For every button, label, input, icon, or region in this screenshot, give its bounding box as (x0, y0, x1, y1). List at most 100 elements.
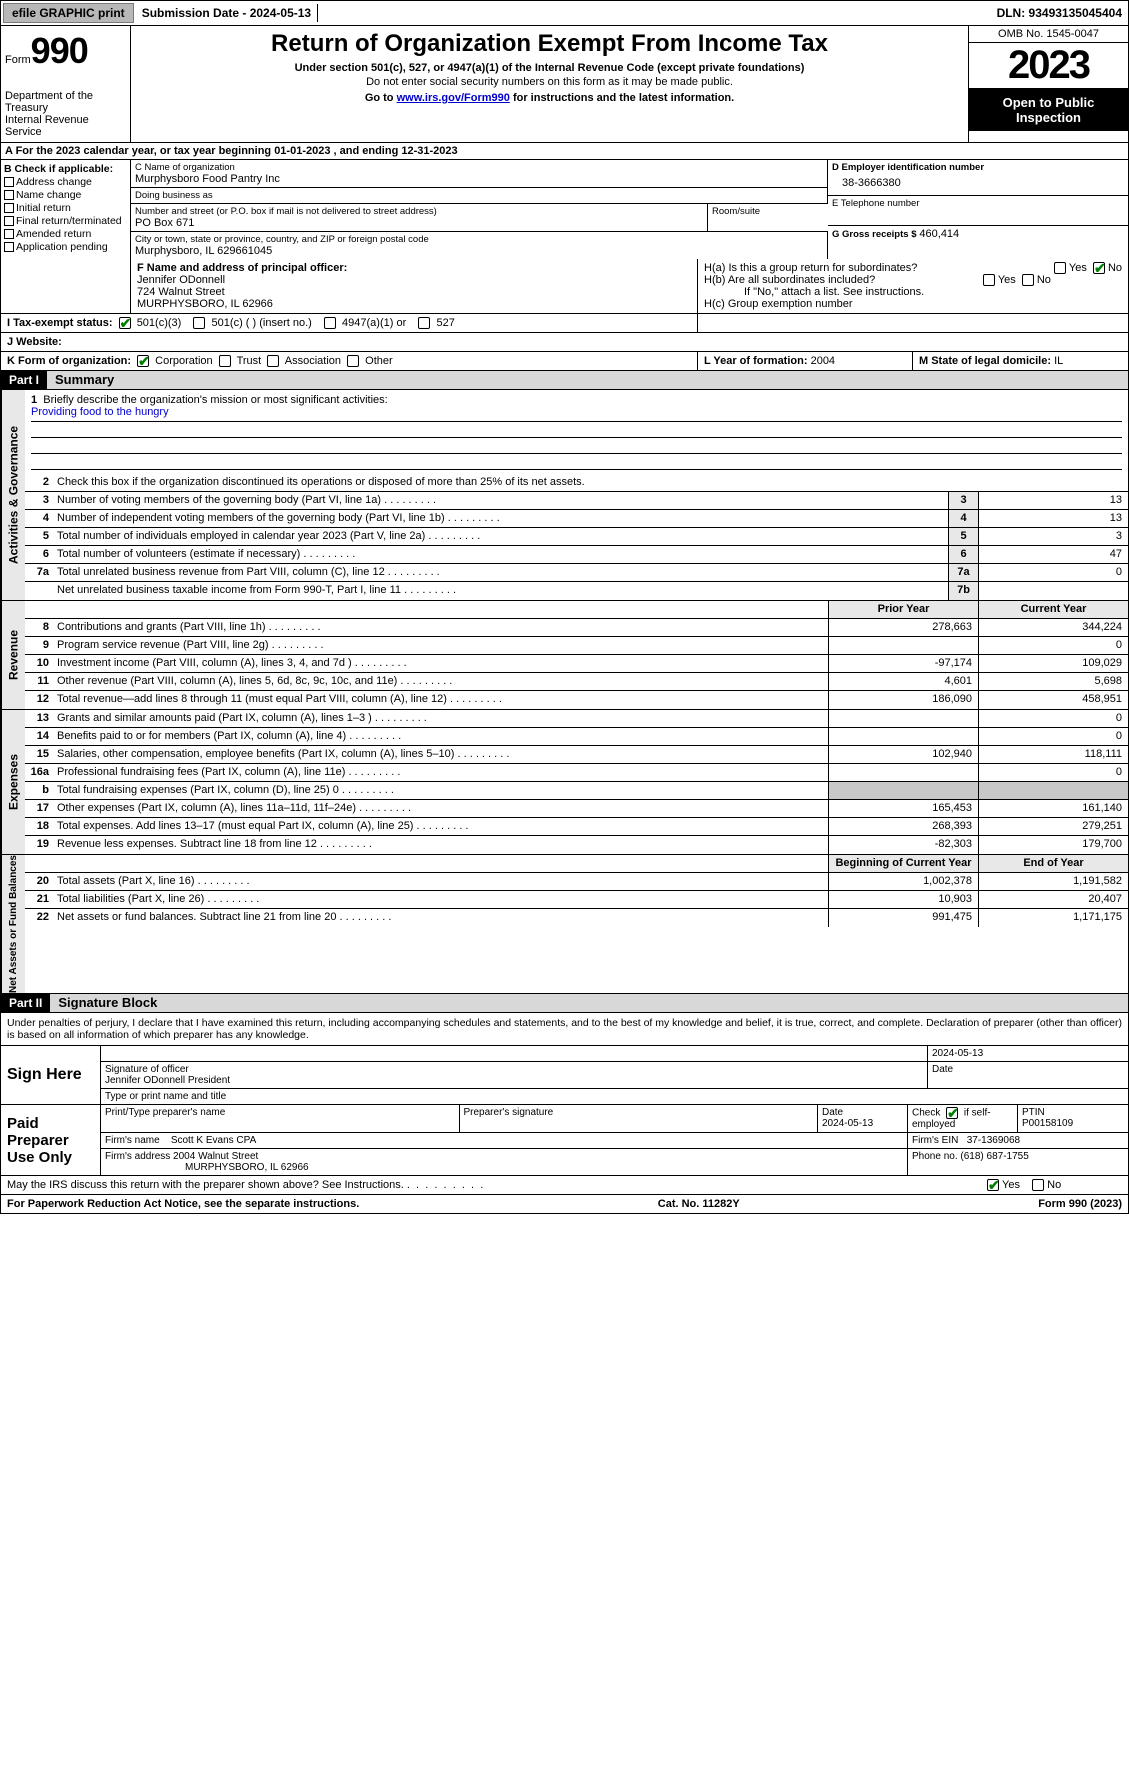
officer-city: MURPHYSBORO, IL 62966 (137, 298, 691, 310)
efile-print-button[interactable]: efile GRAPHIC print (3, 3, 134, 23)
expense-line: 15Salaries, other compensation, employee… (25, 746, 1128, 764)
ssn-note: Do not enter social security numbers on … (137, 76, 962, 88)
sign-here-label: Sign Here (1, 1046, 101, 1104)
mission-label: Briefly describe the organization's miss… (43, 394, 387, 406)
officer-label: F Name and address of principal officer: (137, 262, 691, 274)
revenue-header: Prior Year Current Year (25, 601, 1128, 619)
sig-officer-name: Jennifer ODonnell President (105, 1075, 923, 1086)
public-inspection: Open to Public Inspection (969, 89, 1128, 131)
discuss-row: May the IRS discuss this return with the… (0, 1176, 1129, 1195)
check-501c3[interactable] (119, 317, 131, 329)
telephone-cell: E Telephone number (828, 196, 1128, 226)
irs-link[interactable]: www.irs.gov/Form990 (397, 92, 510, 104)
city-cell: City or town, state or province, country… (131, 232, 828, 259)
side-label-expenses: Expenses (1, 710, 25, 854)
h-b-row: H(b) Are all subordinates included? Yes … (704, 274, 1122, 286)
governance-line: 7aTotal unrelated business revenue from … (25, 564, 1128, 582)
governance-section: Activities & Governance 1 Briefly descri… (0, 390, 1129, 601)
check-application-pending[interactable]: Application pending (4, 241, 127, 253)
org-name-cell: C Name of organization Murphysboro Food … (131, 160, 828, 188)
tax-status-row: I Tax-exempt status: 501(c)(3) 501(c) ( … (0, 314, 1129, 333)
part-ii-header: Part IISignature Block (0, 994, 1129, 1013)
website-row: J Website: (0, 333, 1129, 352)
revenue-line: 8Contributions and grants (Part VIII, li… (25, 619, 1128, 637)
expense-line: 18Total expenses. Add lines 13–17 (must … (25, 818, 1128, 836)
check-4947[interactable] (324, 317, 336, 329)
firm-ein: 37-1369068 (967, 1135, 1020, 1146)
form-title: Return of Organization Exempt From Incom… (137, 30, 962, 58)
netassets-line: 22Net assets or fund balances. Subtract … (25, 909, 1128, 927)
expense-line: 14Benefits paid to or for members (Part … (25, 728, 1128, 746)
side-label-netassets: Net Assets or Fund Balances (1, 855, 25, 993)
sig-officer-label: Signature of officer (105, 1064, 923, 1075)
irs-label: Internal Revenue Service (5, 114, 126, 138)
form-label: Form (5, 54, 31, 66)
netassets-header: Beginning of Current Year End of Year (25, 855, 1128, 873)
h-c-row: H(c) Group exemption number (704, 298, 1122, 310)
dept-treasury: Department of the Treasury (5, 90, 126, 114)
check-501c[interactable] (193, 317, 205, 329)
check-name-change[interactable]: Name change (4, 189, 127, 201)
sig-date: 2024-05-13 (928, 1046, 1128, 1061)
revenue-line: 11Other revenue (Part VIII, column (A), … (25, 673, 1128, 691)
netassets-section: Net Assets or Fund Balances Beginning of… (0, 855, 1129, 994)
firm-address: 2004 Walnut Street (173, 1151, 258, 1162)
governance-line: Net unrelated business taxable income fr… (25, 582, 1128, 600)
ptin-value: P00158109 (1022, 1118, 1073, 1129)
netassets-line: 21Total liabilities (Part X, line 26) 10… (25, 891, 1128, 909)
goto-instructions: Go to www.irs.gov/Form990 for instructio… (137, 92, 962, 104)
revenue-line: 10Investment income (Part VIII, column (… (25, 655, 1128, 673)
signature-grid: Sign Here 2024-05-13 Signature of office… (0, 1046, 1129, 1176)
paperwork-notice: For Paperwork Reduction Act Notice, see … (7, 1198, 359, 1210)
section-b: B Check if applicable: Address change Na… (1, 160, 131, 259)
prep-date: 2024-05-13 (822, 1118, 873, 1129)
page-footer: For Paperwork Reduction Act Notice, see … (0, 1195, 1129, 1214)
expense-line: 16aProfessional fundraising fees (Part I… (25, 764, 1128, 782)
side-label-revenue: Revenue (1, 601, 25, 709)
h-b-note: If "No," attach a list. See instructions… (704, 286, 1122, 298)
firm-phone: (618) 687-1755 (960, 1151, 1028, 1162)
self-employed-cell: Check if self-employed (908, 1105, 1018, 1132)
catalog-number: Cat. No. 11282Y (658, 1198, 740, 1210)
org-form-row: K Form of organization: Corporation Trus… (0, 352, 1129, 371)
expense-line: 13Grants and similar amounts paid (Part … (25, 710, 1128, 728)
street-cell: Number and street (or P.O. box if mail i… (131, 204, 708, 232)
room-cell: Room/suite (708, 204, 828, 232)
top-bar: efile GRAPHIC print Submission Date - 20… (0, 0, 1129, 26)
check-amended-return[interactable]: Amended return (4, 228, 127, 240)
check-association[interactable] (267, 355, 279, 367)
omb-number: OMB No. 1545-0047 (969, 26, 1128, 43)
check-other[interactable] (347, 355, 359, 367)
form-header: Form 990 Department of the Treasury Inte… (0, 26, 1129, 143)
part-i-header: Part ISummary (0, 371, 1129, 390)
identity-grid: B Check if applicable: Address change Na… (0, 160, 1129, 259)
expense-line: bTotal fundraising expenses (Part IX, co… (25, 782, 1128, 800)
mission-text: Providing food to the hungry (31, 406, 1122, 422)
check-527[interactable] (418, 317, 430, 329)
check-initial-return[interactable]: Initial return (4, 202, 127, 214)
revenue-line: 9Program service revenue (Part VIII, lin… (25, 637, 1128, 655)
expenses-section: Expenses 13Grants and similar amounts pa… (0, 710, 1129, 855)
firm-name: Scott K Evans CPA (171, 1135, 256, 1146)
declaration-text: Under penalties of perjury, I declare th… (0, 1013, 1129, 1046)
side-label-governance: Activities & Governance (1, 390, 25, 600)
submission-date: Submission Date - 2024-05-13 (136, 4, 318, 22)
officer-name: Jennifer ODonnell (137, 274, 691, 286)
check-corporation[interactable] (137, 355, 149, 367)
sig-date-label: Date (928, 1062, 1128, 1088)
prep-sig-label: Preparer's signature (460, 1105, 819, 1132)
line-2: Check this box if the organization disco… (53, 474, 1128, 491)
revenue-line: 12Total revenue—add lines 8 through 11 (… (25, 691, 1128, 709)
dln-number: DLN: 93493135045404 (991, 4, 1128, 22)
paid-preparer-label: Paid Preparer Use Only (1, 1105, 101, 1175)
ein-cell: D Employer identification number 38-3666… (828, 160, 1128, 196)
check-trust[interactable] (219, 355, 231, 367)
form-number: 990 (31, 30, 88, 72)
officer-street: 724 Walnut Street (137, 286, 691, 298)
revenue-section: Revenue Prior Year Current Year 8Contrib… (0, 601, 1129, 710)
governance-line: 5Total number of individuals employed in… (25, 528, 1128, 546)
type-name-label: Type or print name and title (101, 1089, 1128, 1104)
check-address-change[interactable]: Address change (4, 176, 127, 188)
check-final-return[interactable]: Final return/terminated (4, 215, 127, 227)
governance-line: 3Number of voting members of the governi… (25, 492, 1128, 510)
